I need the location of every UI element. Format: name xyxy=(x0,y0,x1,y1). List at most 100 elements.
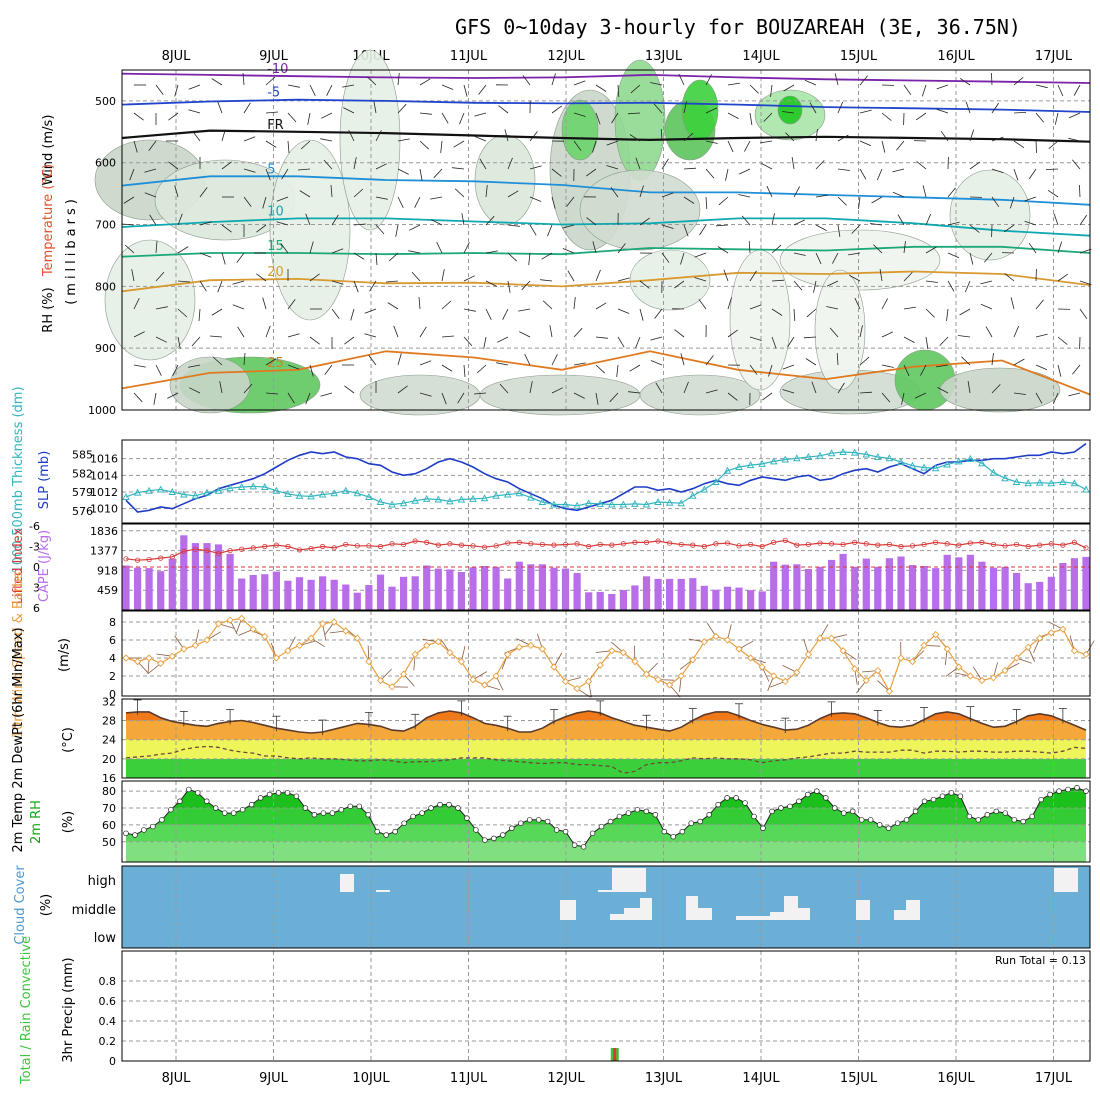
wind-barb xyxy=(639,308,644,321)
cloud-level-high: high xyxy=(88,874,116,889)
lifted-index-point xyxy=(424,539,430,546)
lifted-index-point xyxy=(215,550,222,556)
wind-barb xyxy=(783,84,795,92)
cloud-block xyxy=(598,890,614,892)
wind-barb xyxy=(859,109,872,114)
wind-barb xyxy=(331,214,339,226)
lifted-index-point xyxy=(1060,542,1066,548)
cape-bar xyxy=(515,561,523,610)
wind-barb xyxy=(837,168,850,171)
wind-speed-point xyxy=(376,676,385,685)
wind-barb xyxy=(826,306,839,310)
wind-barb xyxy=(188,364,201,368)
wind-barb xyxy=(669,684,681,698)
rh-point xyxy=(598,823,605,830)
cape-bar xyxy=(666,578,674,610)
li-tick: 3 xyxy=(33,582,40,595)
wind-barb xyxy=(617,243,626,254)
wind-barb xyxy=(680,353,685,366)
wind-barb xyxy=(287,84,300,88)
wind-barb xyxy=(343,107,355,114)
wind-barb xyxy=(939,336,949,346)
wind-barb xyxy=(387,302,399,310)
wind-barb xyxy=(727,112,739,119)
wind-barb xyxy=(419,140,430,150)
wind-barb xyxy=(1035,333,1048,338)
wind-barb xyxy=(418,296,421,310)
lifted-index-point xyxy=(320,543,326,550)
wind-barb xyxy=(606,165,619,170)
rh-point xyxy=(1074,784,1080,791)
bottom-day-label: 16JUL xyxy=(937,1071,975,1086)
wind-barb xyxy=(441,392,447,405)
cape-bar xyxy=(226,553,234,610)
wind-barb xyxy=(551,354,558,366)
wind-barb xyxy=(837,224,841,237)
cape-bar xyxy=(122,565,130,610)
cloud-block xyxy=(698,908,712,920)
wind-barb xyxy=(903,306,916,310)
wind-barb xyxy=(945,666,960,677)
wind-barb xyxy=(680,252,685,265)
wind-barb xyxy=(1053,213,1059,226)
thickness-point xyxy=(573,501,581,509)
thickness-point xyxy=(1001,474,1009,482)
wind-barb xyxy=(243,352,246,366)
rh-point xyxy=(212,805,219,811)
wind-barb xyxy=(592,241,597,254)
thickness-point xyxy=(665,498,674,506)
cape-bar xyxy=(1059,563,1067,610)
lifted-index-point xyxy=(123,556,129,562)
lifted-index-point xyxy=(655,538,661,544)
thickness-point xyxy=(480,494,489,502)
isotherm-line xyxy=(121,72,1091,84)
lifted-index-point xyxy=(481,544,488,550)
wind-barb xyxy=(177,280,191,283)
cape-bar xyxy=(642,576,651,610)
wind-barb xyxy=(309,364,314,377)
rh-point xyxy=(733,795,739,801)
lifted-index-point xyxy=(863,541,869,547)
wind-barb xyxy=(925,213,932,226)
temp-side-label: Temperature (°C) xyxy=(41,164,56,277)
wind-speed-point xyxy=(677,672,685,680)
wind-barb xyxy=(502,308,509,320)
wind-speed-point xyxy=(758,663,766,671)
precip-tick: 0.8 xyxy=(99,975,117,988)
wind-barb xyxy=(858,196,861,209)
rh-point xyxy=(589,830,596,837)
cape-bar xyxy=(191,543,199,610)
cape-bar xyxy=(1070,558,1078,610)
wind-barb xyxy=(617,336,625,348)
wind-barb xyxy=(629,364,641,372)
rh-point xyxy=(1047,791,1053,798)
wind-barb xyxy=(793,280,803,291)
wind-barb xyxy=(738,168,751,175)
wind-barb xyxy=(507,224,520,227)
wind-barb xyxy=(485,215,495,226)
wind-barb xyxy=(441,364,453,372)
rh-tick: 80 xyxy=(102,785,116,798)
rh-point xyxy=(867,817,874,823)
lifted-index-point xyxy=(967,540,973,546)
cape-bar xyxy=(388,586,396,610)
wind-barb xyxy=(256,273,267,282)
cape-bar xyxy=(168,558,176,610)
slp-tick: 1012 xyxy=(90,486,118,499)
cape-bar xyxy=(689,578,697,610)
wind-barb xyxy=(727,297,732,310)
wind-barb xyxy=(189,387,201,394)
thickness-point xyxy=(839,448,847,455)
wind-barb xyxy=(1013,140,1025,149)
wind-barb xyxy=(694,277,707,282)
wind-barb xyxy=(529,131,538,142)
rh-point xyxy=(248,801,255,808)
temp-band xyxy=(126,739,1086,759)
wind-barb xyxy=(199,221,212,226)
wind-barb xyxy=(463,242,470,254)
lifted-index-point xyxy=(782,537,788,543)
isotherm-line xyxy=(121,217,1091,237)
top-day-label: 11JUL xyxy=(450,49,488,64)
thickness-label: 1000-500mb Thickness (dm) xyxy=(11,386,26,573)
